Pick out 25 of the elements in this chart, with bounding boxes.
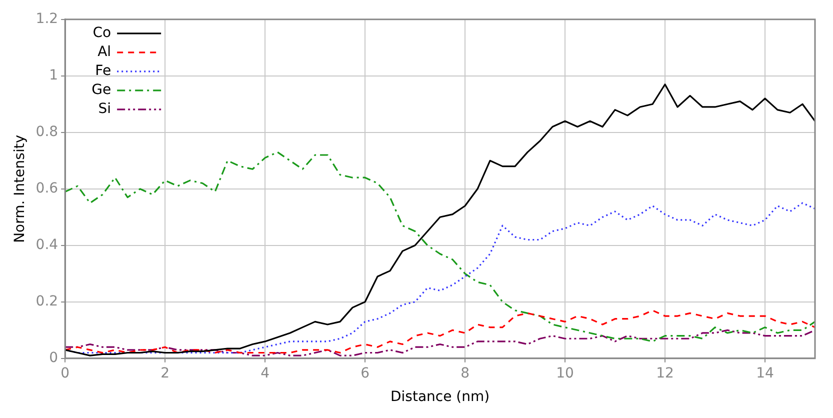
x-tick-label: 2	[160, 365, 170, 382]
x-tick-label: 12	[656, 365, 674, 382]
x-tick-label: 10	[556, 365, 574, 382]
y-axis-title: Norm. Intensity	[12, 134, 28, 243]
legend-label: Si	[98, 101, 112, 118]
line-series	[65, 151, 815, 342]
legend-label: Ge	[92, 82, 112, 98]
line-series	[65, 329, 815, 356]
y-tick-label: 0.8	[36, 124, 58, 140]
y-tick-label: 0	[49, 350, 58, 366]
x-tick-label: 4	[260, 365, 270, 382]
x-tick-label: 0	[60, 365, 70, 382]
legend-label: Fe	[95, 63, 112, 80]
legend-label: Al	[98, 44, 112, 60]
y-tick-label: 0.4	[36, 237, 58, 254]
y-tick-label: 1.2	[36, 11, 58, 28]
x-tick-label: 6	[360, 365, 370, 382]
x-tick-label: 14	[756, 365, 774, 382]
legend-label: Co	[92, 25, 112, 42]
y-tick-label: 0.6	[36, 180, 58, 197]
line-series	[65, 310, 815, 354]
y-tick-label: 1	[49, 68, 58, 84]
x-axis-title: Distance (nm)	[390, 389, 490, 406]
x-tick-label: 8	[460, 365, 470, 382]
y-tick-label: 0.2	[36, 294, 58, 310]
